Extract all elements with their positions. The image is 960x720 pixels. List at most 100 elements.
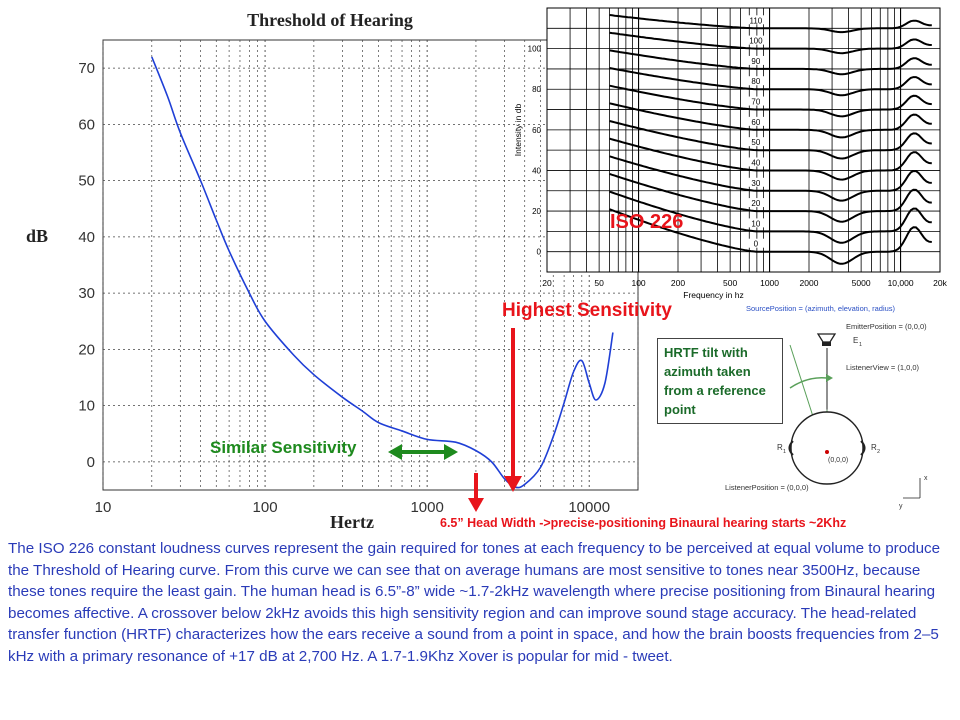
threshold-xtick-label: 100 [253,499,278,516]
iso-contour-label: 100 [749,37,763,46]
iso-contour-label-bg [744,55,767,65]
iso-contour-label: 10 [751,219,760,228]
iso-ylabel: Intensity in db [513,104,523,157]
similar-sensitivity-arrowhead-right [444,444,458,460]
hrtf-diagram: SourcePosition = (azimuth, elevation, ra… [725,304,928,510]
origin-label: (0,0,0) [828,457,848,464]
threshold-ytick-label: 10 [78,398,95,415]
iso-contour-line [609,102,932,139]
similar-sensitivity-label: Similar Sensitivity [210,438,357,457]
threshold-ytick-label: 50 [78,173,95,190]
iso-contour-label: 20 [751,199,760,208]
iso-ytick-label: 60 [532,126,541,135]
threshold-ytick-label: 40 [78,229,95,246]
azimuth-arc [789,376,828,389]
iso-xtick-label: 1000 [760,278,779,288]
iso-contour-label: 110 [749,16,762,25]
hrtf-note-box: HRTF tilt with azimuth taken from a refe… [657,338,783,424]
iso-contour-label: 40 [751,158,760,167]
iso-contour-line [609,120,932,160]
iso-contour-line [609,31,932,55]
iso-ytick-label: 40 [532,166,541,175]
iso-xtick-label: 20 [542,278,552,288]
iso-contour-line [609,190,932,244]
emitter-position-label: EmitterPosition = (0,0,0) [846,322,927,331]
iso226-label: ISO 226 [610,211,684,233]
iso-contour-label-bg [744,137,767,147]
iso-contour-label: 30 [751,179,760,188]
threshold-xtick-label: 10000 [568,499,610,516]
right-ear-icon [860,440,866,456]
highest-sensitivity-label: Highest Sensitivity [502,300,672,321]
azimuth-arrowhead [826,374,833,382]
iso-contour-label: 60 [751,118,760,127]
iso-contour-label-bg [744,177,767,187]
emitter-label: E [853,336,858,345]
iso-xlabel: Frequency in hz [683,290,743,300]
r2-sub: 2 [877,449,880,455]
iso-ytick-label: 80 [532,85,541,94]
iso-xtick-label: 10,000 [888,278,914,288]
threshold-ytick-label: 60 [78,116,95,133]
iso-contour-label: 70 [751,98,760,107]
axis-x-label: x [924,475,928,482]
iso-contour-label-bg [744,116,767,126]
iso-xtick-label: 100 [631,278,645,288]
description-paragraph: The ISO 226 constant loudness curves rep… [8,540,941,665]
iso-contour-label-bg [744,218,767,228]
threshold-chart-title: Threshold of Hearing [247,10,413,30]
iso-contour-label: 90 [751,57,760,66]
iso-ytick-label: 20 [532,207,541,216]
head-width-note: 6.5” Head Width ->precise-positioning Bi… [440,516,847,530]
iso-contour-label-bg [744,238,767,248]
similar-sensitivity-arrowhead-left [388,444,402,460]
listener-position-label: ListenerPosition = (0,0,0) [725,483,809,492]
iso-contour-label-bg [744,96,767,106]
origin-dot [825,450,829,454]
iso-xtick-label: 500 [723,278,737,288]
iso-ytick-label: 0 [537,248,542,257]
iso-xtick-label: 200 [671,278,685,288]
threshold-xtick-label: 10 [95,499,112,516]
iso-xtick-label: 5000 [852,278,871,288]
r1-sub: 1 [783,449,786,455]
threshold-ytick-label: 70 [78,60,95,77]
emitter-sub: 1 [859,342,862,348]
iso-contour-label: 0 [754,240,759,249]
iso-contour-label-bg [744,76,767,86]
left-ear-icon [788,440,794,456]
speaker-icon [816,333,837,346]
annotation-arrows [388,328,522,512]
iso-xtick-label: 50 [594,278,604,288]
iso-contour-line [609,14,932,34]
iso-contour-line [609,155,932,202]
iso-contour-label: 80 [751,77,760,86]
iso-contour-line [609,67,932,97]
iso-contour-line [609,137,932,181]
threshold-ytick-label: 30 [78,285,95,302]
threshold-curve [151,56,614,489]
r1-label: R [777,443,783,452]
threshold-chart-ylabel: dB [26,226,49,246]
iso-contour-line [609,208,932,265]
iso-contour-label: 50 [751,138,760,147]
threshold-ytick-label: 20 [78,341,95,358]
listener-head [790,411,864,485]
threshold-chart-xlabel: Hertz [330,512,374,532]
iso-contour-line [609,172,932,223]
r2-label: R [871,443,877,452]
highest-sensitivity-arrowhead [504,476,522,492]
iso-contour-label-bg [744,157,767,167]
head-width-arrowhead [468,498,484,512]
source-position-label: SourcePosition = (azimuth, elevation, ra… [746,304,896,313]
threshold-ytick-label: 0 [87,454,95,471]
axis-y-label: y [899,503,903,510]
iso-xtick-label: 2000 [800,278,819,288]
iso-xtick-label: 20k [933,278,947,288]
iso-contour-line [609,49,932,76]
threshold-xtick-label: 1000 [410,499,443,516]
listener-view-label: ListenerView = (1,0,0) [846,363,920,372]
iso-ytick-label: 100 [528,45,542,54]
